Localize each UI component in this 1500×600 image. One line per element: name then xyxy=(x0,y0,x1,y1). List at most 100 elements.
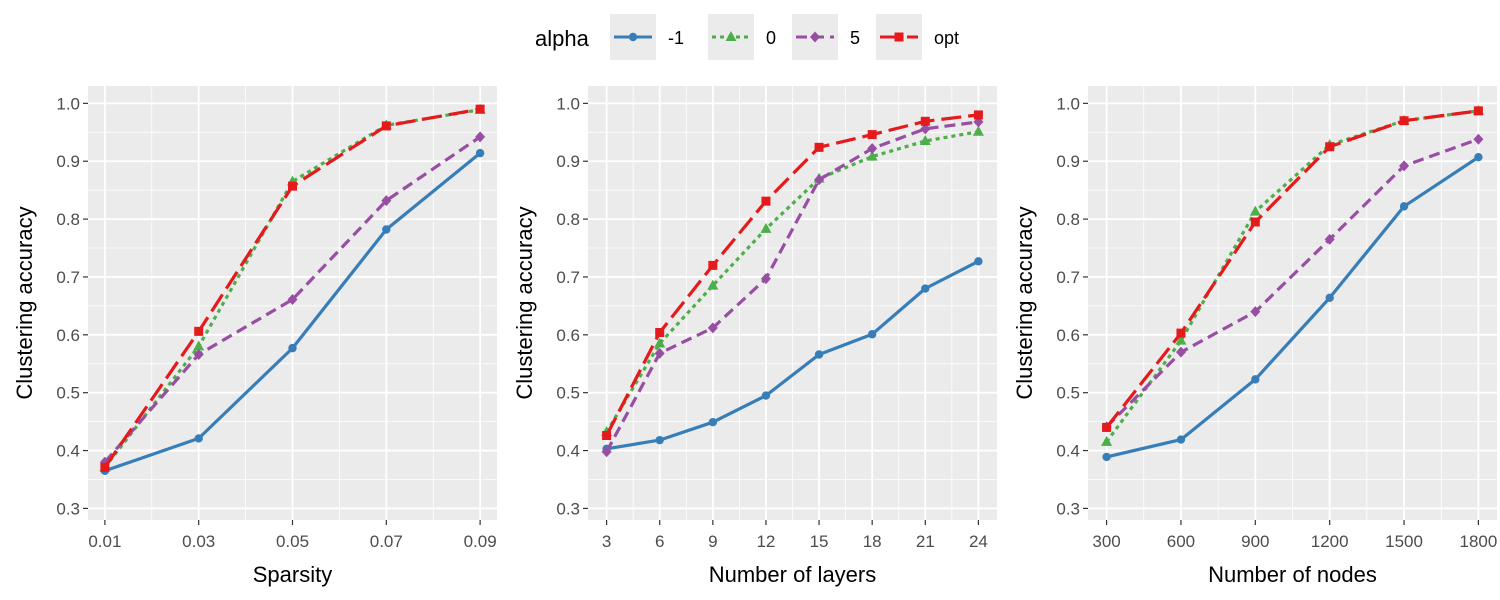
y-tick-label: 0.4 xyxy=(56,442,80,461)
x-tick-label: 0.01 xyxy=(88,532,121,551)
y-tick-label: 0.3 xyxy=(556,499,580,518)
data-point xyxy=(194,326,204,336)
y-tick-label: 0.8 xyxy=(56,210,80,229)
data-point xyxy=(193,349,204,361)
data-point xyxy=(814,350,824,359)
x-tick-label: 0.03 xyxy=(182,532,215,551)
data-point xyxy=(100,462,110,472)
y-tick-label: 0.7 xyxy=(1056,268,1080,287)
data-point xyxy=(1176,435,1186,444)
x-tick-label: 24 xyxy=(969,532,988,551)
series-line xyxy=(605,120,979,453)
data-point xyxy=(707,322,718,334)
data-point xyxy=(760,273,771,285)
x-tick-label: 1800 xyxy=(1459,532,1497,551)
data-point xyxy=(1249,205,1261,216)
data-point xyxy=(1325,293,1334,302)
series-opt xyxy=(602,110,983,441)
data-point xyxy=(761,196,771,206)
legend-key-marker xyxy=(628,32,638,42)
data-point xyxy=(1102,422,1112,432)
series--1 xyxy=(100,148,485,476)
series-line xyxy=(103,108,481,469)
data-point xyxy=(193,340,205,351)
legend-item: 5 xyxy=(792,14,860,60)
data-point xyxy=(1175,334,1187,345)
data-point xyxy=(381,195,392,207)
y-axis-title: Clustering accuracy xyxy=(512,206,537,399)
y-tick-label: 1.0 xyxy=(56,94,80,113)
data-point xyxy=(920,123,931,135)
series-opt xyxy=(100,104,485,472)
series-line xyxy=(605,130,979,433)
data-point xyxy=(708,260,718,270)
y-tick-label: 0.9 xyxy=(1056,152,1080,171)
y-tick-label: 1.0 xyxy=(1056,94,1080,113)
data-point xyxy=(866,150,878,161)
data-point xyxy=(194,434,203,443)
legend-item: 0 xyxy=(708,14,776,60)
y-tick-label: 0.4 xyxy=(1056,442,1080,461)
x-tick-label: 900 xyxy=(1241,532,1269,551)
x-axis-title: Number of layers xyxy=(709,562,877,587)
data-point xyxy=(655,435,664,445)
x-tick-label: 6 xyxy=(655,532,664,551)
data-point xyxy=(288,181,297,191)
x-tick-label: 3 xyxy=(602,532,611,551)
legend: alpha -1 0 5 opt xyxy=(535,14,959,60)
series-line xyxy=(103,135,481,464)
data-point xyxy=(921,284,930,293)
data-point xyxy=(867,330,877,339)
data-point xyxy=(475,148,485,158)
data-point xyxy=(1101,435,1113,446)
data-point xyxy=(1473,133,1484,145)
data-point xyxy=(972,125,984,136)
x-tick-label: 1500 xyxy=(1385,532,1423,551)
data-point xyxy=(707,279,719,290)
data-point xyxy=(814,174,825,186)
data-point xyxy=(1399,202,1409,211)
data-point xyxy=(1324,233,1335,245)
y-tick-label: 1.0 xyxy=(556,94,580,113)
x-axis-title: Sparsity xyxy=(253,562,332,587)
y-tick-label: 0.3 xyxy=(56,499,80,518)
x-tick-label: 0.09 xyxy=(464,532,497,551)
legend-label: opt xyxy=(934,28,959,48)
legend-label: 5 xyxy=(850,28,860,48)
data-point xyxy=(287,294,298,306)
legend-key-marker xyxy=(810,31,820,43)
data-point xyxy=(381,121,391,131)
series-opt xyxy=(1102,106,1483,432)
series-line xyxy=(1105,109,1479,429)
series-line xyxy=(1105,137,1479,428)
data-point xyxy=(288,343,297,353)
data-point xyxy=(1325,142,1335,152)
data-point xyxy=(1473,106,1483,116)
y-tick-label: 0.5 xyxy=(56,384,80,403)
x-tick-label: 9 xyxy=(708,532,717,551)
data-point xyxy=(475,104,485,114)
series-line xyxy=(605,113,979,437)
x-tick-label: 18 xyxy=(863,532,882,551)
x-tick-label: 12 xyxy=(756,532,775,551)
series-line xyxy=(1106,155,1480,459)
x-tick-label: 300 xyxy=(1092,532,1120,551)
legend-title: alpha xyxy=(535,26,590,51)
y-tick-label: 0.8 xyxy=(1056,210,1080,229)
data-point xyxy=(919,134,931,145)
y-axis-title: Clustering accuracy xyxy=(12,206,37,399)
data-point xyxy=(382,225,391,234)
data-point xyxy=(602,431,612,441)
legend-label: -1 xyxy=(668,28,684,48)
data-point xyxy=(1251,375,1260,384)
chart-panel-2: 0.3 0.4 0.5 0.6 0.7 0.8 0.9 1.0 3 6 9 12 15 18 21 24 Num… xyxy=(512,86,997,587)
series--1 xyxy=(1102,152,1483,462)
data-point xyxy=(761,391,771,400)
y-tick-label: 0.7 xyxy=(556,268,580,287)
data-point xyxy=(1399,160,1410,172)
y-tick-label: 0.5 xyxy=(556,384,580,403)
data-point xyxy=(1250,217,1260,227)
data-point xyxy=(867,142,878,154)
data-point xyxy=(760,222,772,233)
